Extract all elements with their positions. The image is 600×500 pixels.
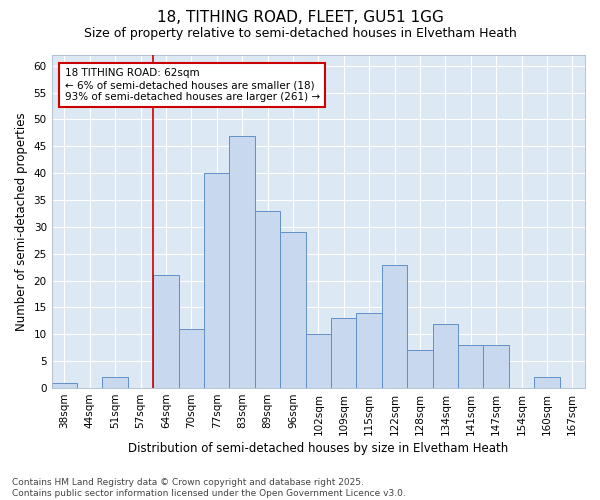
Bar [153, 276, 179, 388]
Bar [433, 324, 458, 388]
Text: 18, TITHING ROAD, FLEET, GU51 1GG: 18, TITHING ROAD, FLEET, GU51 1GG [157, 10, 443, 25]
Bar [458, 345, 484, 388]
Bar [356, 313, 382, 388]
Text: Contains HM Land Registry data © Crown copyright and database right 2025.
Contai: Contains HM Land Registry data © Crown c… [12, 478, 406, 498]
X-axis label: Distribution of semi-detached houses by size in Elvetham Heath: Distribution of semi-detached houses by … [128, 442, 508, 455]
Bar [229, 136, 255, 388]
Bar [305, 334, 331, 388]
Text: Size of property relative to semi-detached houses in Elvetham Heath: Size of property relative to semi-detach… [83, 28, 517, 40]
Bar [280, 232, 305, 388]
Y-axis label: Number of semi-detached properties: Number of semi-detached properties [15, 112, 28, 331]
Bar [52, 382, 77, 388]
Bar [204, 173, 229, 388]
Bar [407, 350, 433, 388]
Bar [103, 378, 128, 388]
Text: 18 TITHING ROAD: 62sqm
← 6% of semi-detached houses are smaller (18)
93% of semi: 18 TITHING ROAD: 62sqm ← 6% of semi-deta… [65, 68, 320, 102]
Bar [255, 211, 280, 388]
Bar [331, 318, 356, 388]
Bar [382, 264, 407, 388]
Bar [484, 345, 509, 388]
Bar [179, 329, 204, 388]
Bar [534, 378, 560, 388]
